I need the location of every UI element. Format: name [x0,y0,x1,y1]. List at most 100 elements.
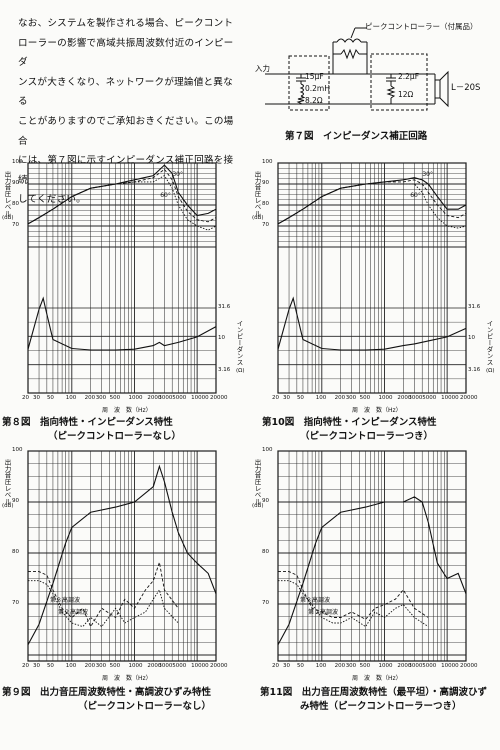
x-tick-label: 50 [296,395,304,401]
circuit-diagram [265,27,449,111]
intro-line: には、第７図に示すインピーダンス補正回路を接続 [18,155,234,186]
impedance-tick-label: 31.6 [468,304,481,310]
angle-label: 30° [172,171,183,179]
x-tick-label: 100 [65,395,77,401]
level-unit-label: (dB) [2,215,14,221]
level-unit-label: (dB) [2,503,14,509]
r1-label: 8.2Ω [305,96,323,105]
fig9-chart: 100 90 80 70 出力音圧レベル (dB) 周 波 数（Hz） 20 30 50 100 20… [0,445,240,682]
y-tick-label: 70 [262,222,269,228]
x-axis-label: 周 波 数（Hz） [102,675,152,682]
chart-plot-area [27,162,217,394]
y-tick-label: 100 [12,159,23,165]
level-unit-label: (dB) [252,503,264,509]
x-tick-label: 300 [95,663,107,669]
impedance-line [27,296,217,351]
x-tick-label: 30 [283,395,291,401]
x-tick-label: 20 [22,663,29,669]
x-tick-label: 300 [345,663,357,669]
chart-plot-area [277,450,467,662]
x-tick-label: 20000 [210,663,228,669]
series-line [27,168,217,225]
harmonic-label: 第２高調波 [58,609,89,616]
harmonic-label: 第３高調波 [50,597,81,604]
impedance-tick-label: 3.16 [218,367,231,373]
x-tick-label: 3000 [158,395,173,401]
y-tick-label: 90 [262,180,269,186]
y-tick-label: 100 [262,159,273,165]
r2-label: 12Ω [398,90,414,99]
l1-label: 0.2mH [305,84,330,93]
c1-label: 15μF [305,72,324,81]
x-tick-label: 2000 [147,663,162,669]
x-tick-label: 3000 [408,663,423,669]
x-tick-label: 20000 [460,663,478,669]
x-tick-label: 2000 [397,395,412,401]
impedance-axis-label: インピーダンス [235,320,243,366]
fig11-caption-sub: み特性（ピークコントローラーつき） [300,701,462,712]
level-axis-label: 出力音圧レベル [3,171,11,217]
x-tick-label: 500 [359,395,371,401]
level-unit-label: (dB) [252,215,264,221]
x-tick-label: 50 [296,663,304,669]
fig9-caption: 第９図 出力音圧周波数特性・高調波ひずみ特性 [2,687,212,698]
series-line [277,177,467,225]
series-line [27,174,217,231]
x-tick-label: 10000 [191,663,209,669]
x-tick-label: 3000 [158,663,173,669]
x-tick-label: 20000 [460,395,478,401]
intro-line: ことがありますのでご承知おきください。この場合 [18,115,234,147]
impedance-tick-label: 10 [468,335,475,342]
chart-plot-area [27,450,217,662]
x-tick-label: 1000 [378,395,393,401]
x-tick-label: 2000 [147,395,162,401]
level-axis-label: 出力音圧レベル [253,459,261,505]
fig8-caption-sub: （ピークコントローラーなし） [48,431,182,442]
angle-label: 60° [160,192,171,200]
fig9-caption-sub: （ピークコントローラーなし） [78,701,212,712]
x-tick-label: 50 [46,663,54,669]
x-tick-label: 200 [84,663,96,669]
c2-label: 2.2μF [398,72,420,81]
harmonic-label: 第２高調波 [308,609,339,616]
impedance-unit-label: (Ω) [486,368,495,374]
fig11-caption: 第11図 出力音圧周波数特性（最平坦）・高調波ひず [260,687,487,698]
fig10-chart: 100 90 80 70 31.6 10 3.16 インピーダンス (Ω) 出力音圧レベル (dB)… [250,155,500,414]
impedance-tick-label: 10 [218,335,225,342]
fig10-caption: 第10図 指向特性・インピーダンス特性 [262,417,437,428]
angle-label: 30° [422,171,433,179]
x-tick-label: 10000 [191,395,209,401]
y-tick-label: 70 [12,222,19,228]
fig8-chart: 100 90 80 70 31.6 10 3.16 インピーダンス (Ω) 出力音圧レベル (dB)… [0,155,245,414]
series-line [277,179,467,225]
peak-controller-label: ピークコントローラー（付属品） [365,22,478,31]
impedance-line [277,296,467,351]
intro-line: ンスが大きくなり、ネットワークが理論値と異なる [18,76,233,108]
series-line [27,464,217,646]
x-tick-label: 100 [315,663,327,669]
x-tick-label: 500 [109,395,121,401]
fig10-caption-sub: （ピークコントローラーつき） [300,431,434,442]
x-tick-label: 50 [46,395,54,401]
y-tick-label: 80 [12,201,19,207]
x-tick-label: 200 [334,395,346,401]
impedance-unit-label: (Ω) [236,368,245,374]
x-tick-label: 200 [84,395,96,401]
y-tick-label: 70 [12,600,19,606]
x-tick-label: 500 [359,663,371,669]
x-tick-label: 30 [33,395,41,401]
x-tick-label: 10000 [441,395,459,401]
chart-plot-area [277,162,467,394]
x-tick-label: 300 [345,395,357,401]
y-tick-label: 80 [262,549,269,555]
x-tick-label: 100 [65,663,77,669]
y-tick-label: 80 [12,549,19,555]
series-line [277,496,467,646]
x-tick-label: 20000 [210,395,228,401]
fig8-caption: 第８図 指向特性・インピーダンス特性 [2,417,173,428]
series-line [278,571,429,620]
harmonic-label: 第３高調波 [300,597,331,604]
x-tick-label: 20 [22,395,29,401]
x-tick-label: 30 [33,663,41,669]
series-line [278,580,429,628]
